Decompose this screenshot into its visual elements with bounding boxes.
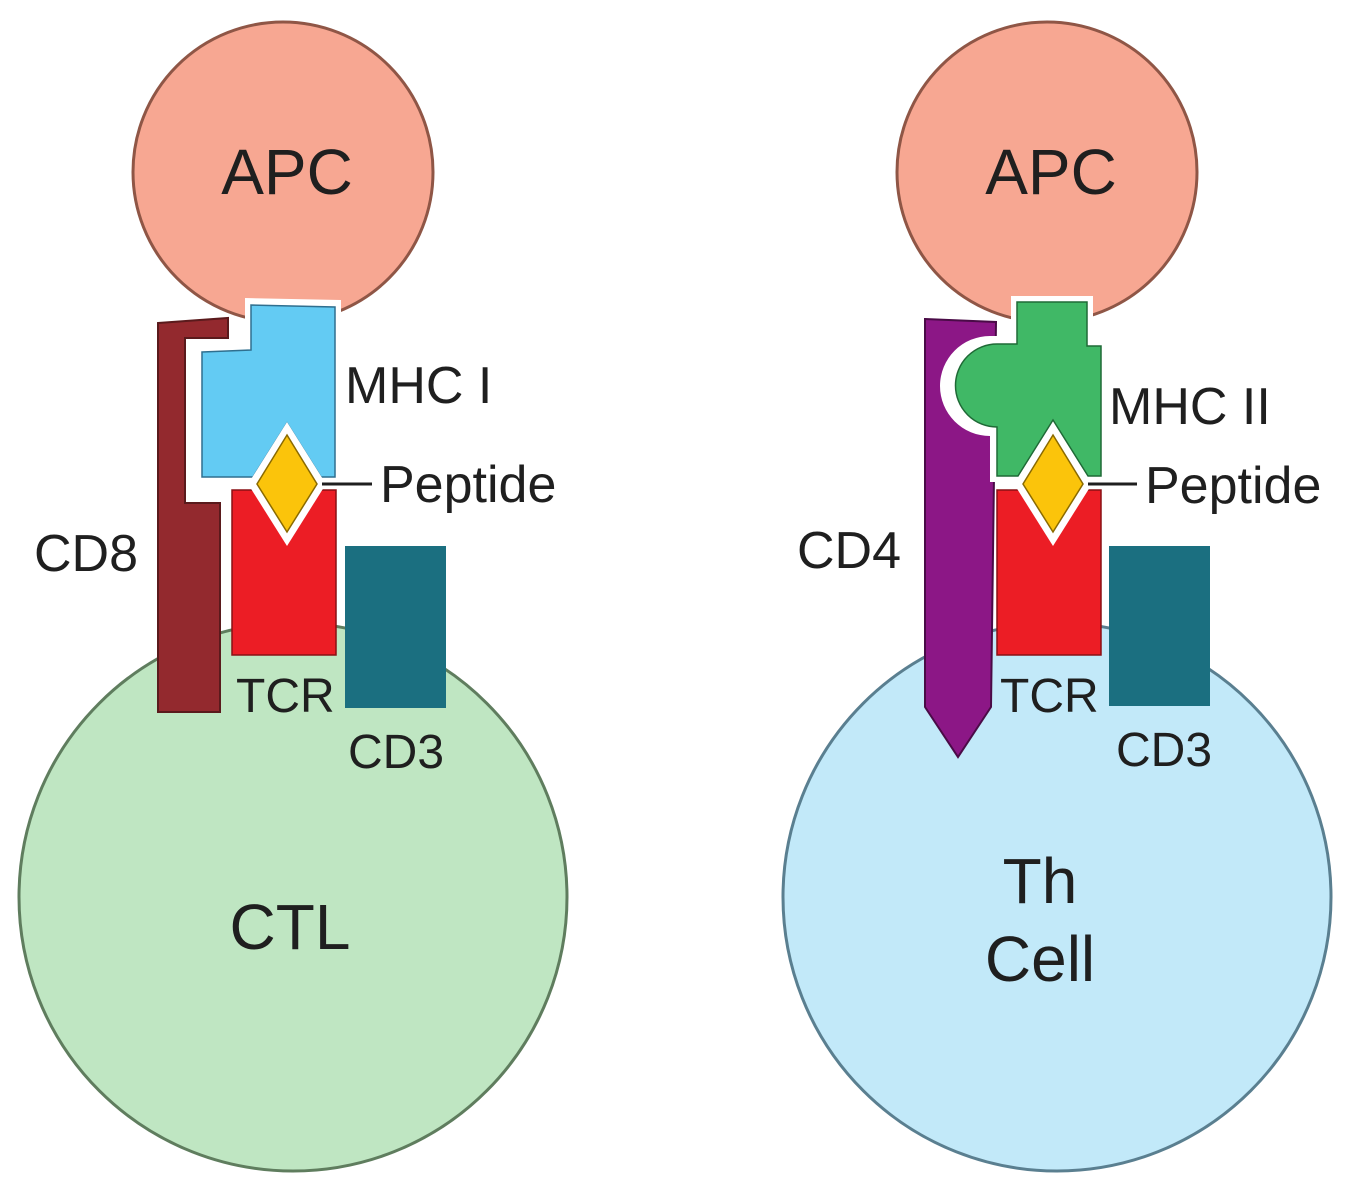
apc-label-right: APC — [985, 136, 1117, 208]
cd8-coreceptor — [157, 316, 229, 713]
mhc1-label: MHC I — [345, 357, 492, 415]
cd3-label-right: CD3 — [1116, 724, 1212, 777]
mhc2-molecule — [954, 301, 1102, 477]
tcr-label-left: TCR — [236, 670, 335, 723]
tcr-label-right: TCR — [1000, 670, 1099, 723]
cd8-label: CD8 — [34, 525, 138, 583]
mhc2-label: MHC II — [1109, 378, 1271, 436]
th-label-line2: Cell — [985, 923, 1095, 995]
peptide-label-left: Peptide — [380, 456, 556, 514]
peptide-label-right: Peptide — [1145, 457, 1321, 515]
th-label-line1: Th — [1003, 845, 1078, 917]
th-panel: APC MHC II Peptide CD4 TCR CD3 Th Cell — [781, 20, 1333, 1173]
ctl-panel: APC MHC I Peptide CD8 TCR CD3 CTL — [17, 20, 569, 1173]
cd3-right — [1109, 546, 1210, 706]
peptide-left — [256, 433, 318, 534]
cd4-label: CD4 — [797, 522, 901, 580]
mhc1-molecule — [201, 304, 336, 478]
cd3-left — [345, 546, 446, 708]
cd3-label-left: CD3 — [348, 726, 444, 779]
peptide-right — [1022, 433, 1084, 534]
ctl-label: CTL — [230, 891, 351, 963]
apc-label-left: APC — [221, 136, 353, 208]
